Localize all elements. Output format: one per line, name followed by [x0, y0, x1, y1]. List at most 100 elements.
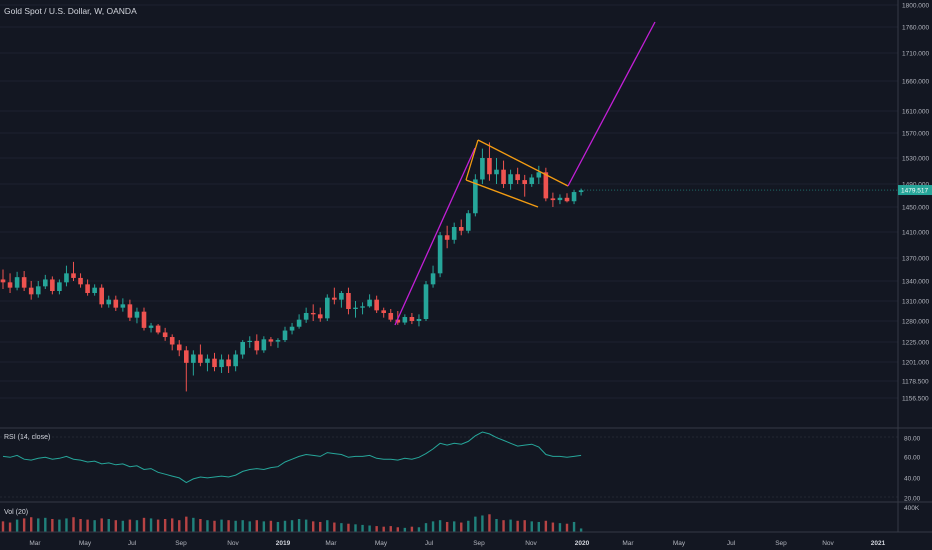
candle-body[interactable] [578, 190, 584, 193]
candle-body[interactable] [437, 235, 443, 274]
candle-body[interactable] [205, 358, 210, 363]
candle-body[interactable] [487, 158, 492, 175]
candle-body[interactable] [515, 174, 520, 181]
candle-body[interactable] [57, 282, 62, 291]
candle-body[interactable] [381, 310, 386, 313]
candle-body[interactable] [466, 213, 471, 231]
rsi-indicator-label[interactable]: RSI (14, close) [4, 434, 51, 441]
candle-body[interactable] [247, 340, 253, 342]
candle-body[interactable] [296, 319, 302, 327]
candle-body[interactable] [543, 172, 549, 199]
candle-body[interactable] [127, 304, 133, 318]
candle-body[interactable] [508, 174, 513, 184]
candle-body[interactable] [35, 286, 41, 295]
candle-body[interactable] [155, 325, 161, 333]
candle-body[interactable] [141, 311, 147, 328]
candle-body[interactable] [303, 313, 309, 320]
candle-body[interactable] [402, 317, 408, 323]
candle-body[interactable] [571, 192, 577, 202]
volume-panel[interactable] [1, 514, 583, 532]
candle-body[interactable] [346, 293, 351, 309]
candle-body[interactable] [332, 297, 337, 300]
candle-body[interactable] [191, 354, 196, 363]
candle-body[interactable] [360, 306, 365, 308]
candle-body[interactable] [7, 282, 13, 288]
candle-body[interactable] [21, 277, 27, 288]
time-axis[interactable]: Mar May Jul Sep Nov 2019 Mar May Jul Sep Nov 2020 Ma… [29, 540, 885, 547]
candle-body[interactable] [113, 299, 119, 308]
candle-body[interactable] [317, 314, 323, 319]
candle-body[interactable] [557, 197, 563, 201]
candle-body[interactable] [50, 279, 55, 291]
candle-body[interactable] [184, 350, 189, 363]
candle-body[interactable] [64, 273, 69, 283]
candle-body[interactable] [261, 339, 267, 351]
candle-body[interactable] [374, 299, 379, 311]
trend-line-rally[interactable] [394, 147, 476, 326]
candle-body[interactable] [99, 287, 104, 305]
candle-body[interactable] [198, 354, 203, 363]
candle-body[interactable] [430, 273, 436, 285]
candle-body[interactable] [85, 284, 90, 293]
candle-body[interactable] [78, 277, 83, 285]
volume-bar [72, 517, 75, 532]
candle-body[interactable] [71, 273, 76, 278]
drawing-tools[interactable] [394, 21, 656, 326]
candle-body[interactable] [339, 293, 344, 300]
candle-body[interactable] [550, 198, 556, 201]
flag-channel-upper[interactable] [477, 139, 569, 187]
candle-body[interactable] [162, 332, 168, 338]
flag-channel-lower[interactable] [465, 179, 539, 208]
candle-body[interactable] [212, 358, 217, 368]
candle-body[interactable] [416, 319, 422, 321]
candle-body[interactable] [367, 299, 372, 307]
candle-body[interactable] [282, 330, 288, 341]
candle-body[interactable] [0, 279, 6, 283]
candle-body[interactable] [458, 227, 464, 231]
candle-body[interactable] [501, 169, 506, 184]
candle-body[interactable] [289, 326, 295, 331]
candle-body[interactable] [268, 339, 274, 342]
candle-body[interactable] [169, 337, 175, 345]
candle-body[interactable] [233, 354, 238, 367]
candle-body[interactable] [43, 279, 48, 287]
candle-body[interactable] [134, 311, 140, 318]
candle-body[interactable] [388, 313, 394, 320]
candle-body[interactable] [310, 313, 316, 315]
candle-body[interactable] [92, 287, 97, 293]
candle-body[interactable] [536, 172, 542, 178]
flag-channel-left[interactable] [465, 139, 479, 181]
candle-body[interactable] [564, 197, 570, 202]
candle-body[interactable] [148, 325, 154, 328]
rsi-panel[interactable] [0, 431, 898, 498]
candle-body[interactable] [254, 340, 260, 351]
candle-body[interactable] [409, 317, 415, 321]
volume-indicator-label[interactable]: Vol (20) [4, 509, 29, 516]
candle-body[interactable] [444, 235, 450, 240]
price-axis[interactable]: 1800.000 1760.000 1710.000 1660.000 1610.000… [902, 3, 929, 513]
candle-body[interactable] [275, 340, 281, 342]
candle-body[interactable] [423, 284, 429, 319]
candle-body[interactable] [120, 304, 126, 308]
candle-body[interactable] [106, 299, 112, 305]
candle-body[interactable] [395, 319, 401, 323]
price-panel[interactable] [0, 142, 584, 392]
candle-body[interactable] [529, 177, 535, 185]
candle-body[interactable] [353, 307, 358, 309]
volume-bar [8, 522, 12, 532]
candle-body[interactable] [325, 297, 330, 319]
candle-body[interactable] [240, 342, 245, 355]
rsi-line[interactable] [2, 431, 582, 484]
candle-body[interactable] [522, 180, 527, 184]
candle-body[interactable] [226, 359, 231, 367]
candle-body[interactable] [451, 227, 457, 240]
candle-body[interactable] [219, 359, 224, 368]
candle-body[interactable] [14, 277, 20, 288]
projection-line[interactable] [567, 21, 656, 187]
candle-body[interactable] [480, 158, 485, 180]
candle-body[interactable] [28, 287, 34, 295]
candle-body[interactable] [176, 344, 182, 351]
candle-body[interactable] [473, 179, 478, 214]
candle-body[interactable] [494, 169, 499, 175]
